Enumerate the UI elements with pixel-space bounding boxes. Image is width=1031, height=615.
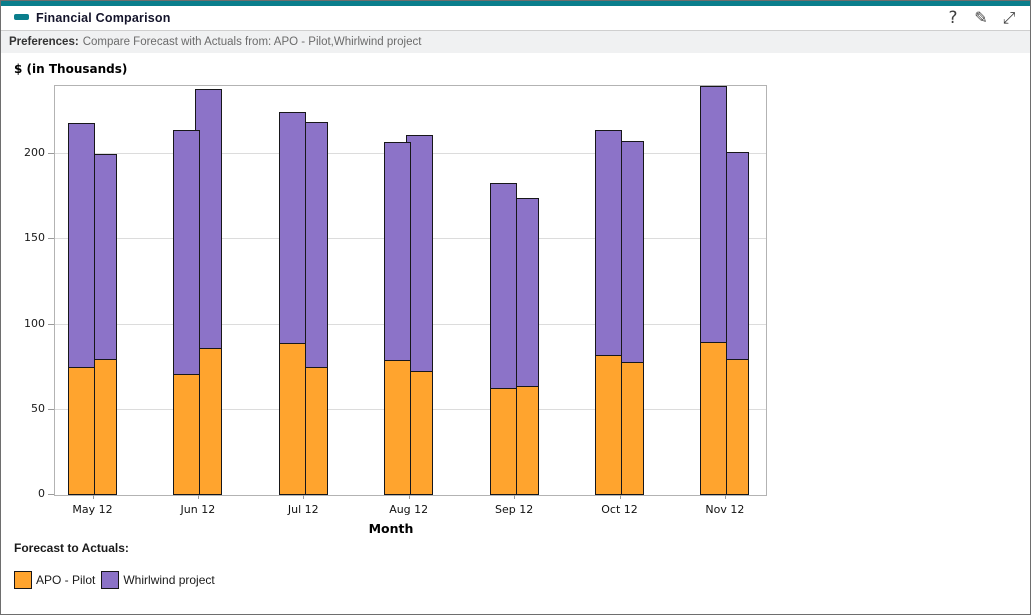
x-tick-label: Oct 12 bbox=[601, 503, 638, 516]
y-tick-mark bbox=[48, 494, 54, 495]
preferences-value: Compare Forecast with Actuals from: APO … bbox=[82, 36, 422, 48]
bar-segment-forecast-apo-pilot bbox=[384, 360, 411, 495]
y-axis-title: $ (in Thousands) bbox=[14, 62, 128, 76]
y-tick-label: 100 bbox=[24, 316, 45, 330]
legend-swatch-purple bbox=[101, 571, 120, 589]
y-tick-mark bbox=[48, 238, 54, 240]
x-tick-label: Aug 12 bbox=[389, 503, 429, 516]
y-tick-label: 0 bbox=[38, 487, 45, 500]
y-tick-label: 200 bbox=[24, 146, 45, 160]
x-tick-mark bbox=[725, 495, 726, 499]
x-tick-mark bbox=[514, 495, 515, 499]
x-tick-mark bbox=[620, 495, 621, 499]
x-tick-mark bbox=[409, 495, 410, 499]
x-tick-mark bbox=[303, 495, 304, 499]
y-tick-mark bbox=[48, 408, 54, 410]
bar-segment-forecast-whirlwind bbox=[595, 130, 622, 356]
y-tick-label: 50 bbox=[31, 401, 45, 415]
bar-segment-forecast-whirlwind bbox=[68, 123, 95, 368]
chart-legend: APO - Pilot Whirlwind project bbox=[14, 571, 221, 589]
portlet-titlebar: Financial Comparison ? ✎ ⤢ bbox=[1, 6, 1030, 31]
bar-segment-forecast-apo-pilot bbox=[490, 388, 517, 495]
legend-item: APO - Pilot bbox=[14, 571, 95, 589]
collapse-icon[interactable] bbox=[14, 14, 29, 20]
portlet-accent-bar bbox=[1, 1, 1030, 6]
chart-plot-area bbox=[48, 85, 767, 499]
edit-pencil-icon[interactable]: ✎ bbox=[974, 8, 988, 27]
bar-segment-forecast-whirlwind bbox=[700, 86, 727, 343]
x-tick-label: Nov 12 bbox=[705, 503, 745, 516]
bar-segment-forecast-apo-pilot bbox=[68, 367, 95, 495]
legend-label: APO - Pilot bbox=[36, 573, 96, 587]
preferences-label: Preferences: bbox=[9, 36, 79, 48]
maximize-icon[interactable]: ⤢ bbox=[1002, 8, 1016, 27]
bar-segment-forecast-whirlwind bbox=[490, 183, 517, 389]
bar-segment-forecast-apo-pilot bbox=[279, 343, 306, 495]
y-tick-label: 150 bbox=[24, 231, 45, 245]
bar-segment-forecast-whirlwind bbox=[279, 112, 306, 344]
titlebar-actions: ? ✎ ⤢ bbox=[944, 6, 1018, 30]
help-icon[interactable]: ? bbox=[948, 8, 958, 28]
x-axis-title: Month bbox=[368, 521, 414, 536]
x-tick-label: Jul 12 bbox=[287, 503, 319, 516]
y-tick-mark bbox=[48, 153, 54, 155]
y-tick-mark bbox=[48, 323, 54, 325]
x-tick-label: Sep 12 bbox=[494, 503, 534, 516]
legend-item: Whirlwind project bbox=[101, 571, 215, 589]
x-tick-label: Jun 12 bbox=[180, 503, 216, 516]
legend-title: Forecast to Actuals: bbox=[14, 541, 129, 555]
x-tick-mark bbox=[93, 495, 94, 499]
legend-label: Whirlwind project bbox=[123, 573, 215, 587]
x-tick-label: May 12 bbox=[72, 503, 113, 516]
bar-segment-forecast-apo-pilot bbox=[173, 374, 200, 495]
bar-segment-forecast-apo-pilot bbox=[595, 355, 622, 495]
legend-swatch-orange bbox=[14, 571, 32, 589]
portlet-title: Financial Comparison bbox=[36, 11, 171, 25]
x-tick-mark bbox=[198, 495, 199, 499]
bar-segment-forecast-apo-pilot bbox=[700, 342, 727, 495]
bar-segment-forecast-whirlwind bbox=[173, 130, 200, 375]
bar-segment-forecast-whirlwind bbox=[384, 142, 411, 361]
preferences-bar: Preferences: Compare Forecast with Actual… bbox=[1, 31, 1030, 53]
